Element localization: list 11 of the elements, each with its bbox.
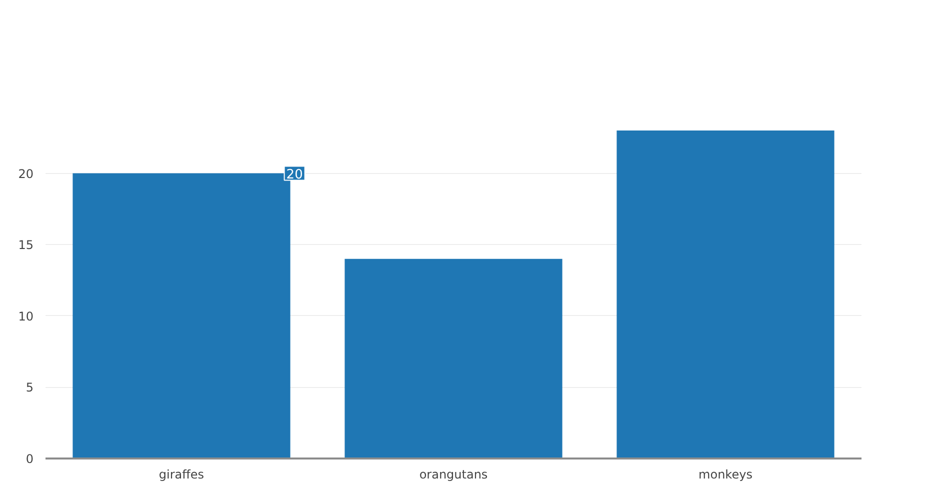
bar — [616, 130, 834, 458]
bar — [344, 258, 562, 458]
x-tick-label: monkeys — [698, 468, 752, 482]
y-tick-label: 0 — [26, 452, 34, 466]
y-tick-label: 5 — [26, 380, 34, 395]
y-tick-label: 10 — [18, 309, 34, 324]
x-tick-label: giraffes — [158, 468, 204, 482]
data-label: 20 — [286, 167, 303, 182]
x-tick-label: orangutans — [419, 468, 488, 482]
y-tick-label: 15 — [18, 238, 34, 252]
y-tick-label: 20 — [18, 166, 34, 181]
